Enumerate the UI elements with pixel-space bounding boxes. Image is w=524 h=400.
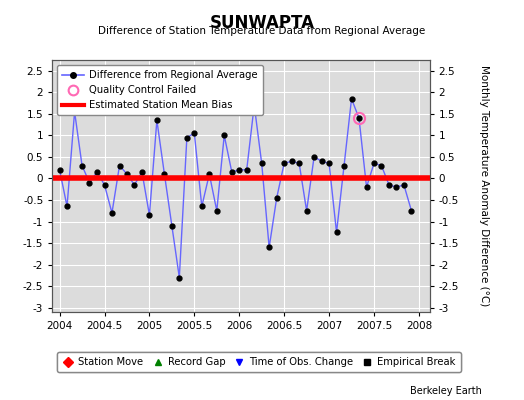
Legend: Station Move, Record Gap, Time of Obs. Change, Empirical Break: Station Move, Record Gap, Time of Obs. C…	[58, 352, 461, 372]
Text: Berkeley Earth: Berkeley Earth	[410, 386, 482, 396]
Y-axis label: Monthly Temperature Anomaly Difference (°C): Monthly Temperature Anomaly Difference (…	[478, 65, 488, 307]
Text: SUNWAPTA: SUNWAPTA	[210, 14, 314, 32]
Text: Difference of Station Temperature Data from Regional Average: Difference of Station Temperature Data f…	[99, 26, 425, 36]
